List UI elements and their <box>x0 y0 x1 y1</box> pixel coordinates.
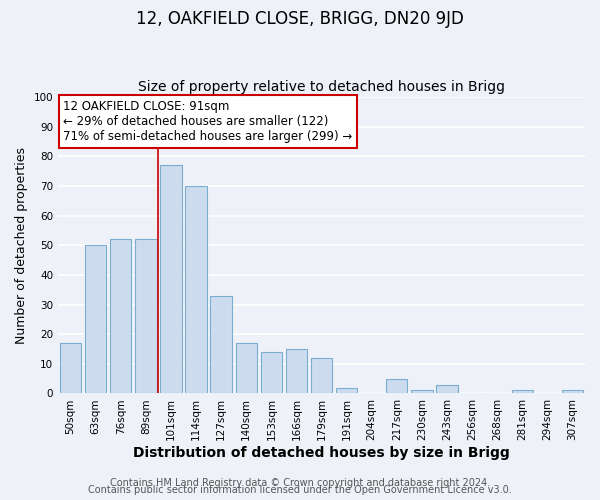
Bar <box>436 384 458 394</box>
Bar <box>160 165 182 394</box>
Bar <box>311 358 332 394</box>
Bar <box>85 246 106 394</box>
Text: 12, OAKFIELD CLOSE, BRIGG, DN20 9JD: 12, OAKFIELD CLOSE, BRIGG, DN20 9JD <box>136 10 464 28</box>
Text: Contains HM Land Registry data © Crown copyright and database right 2024.: Contains HM Land Registry data © Crown c… <box>110 478 490 488</box>
Bar <box>411 390 433 394</box>
Bar <box>336 388 357 394</box>
Bar <box>386 378 407 394</box>
Bar <box>185 186 207 394</box>
Bar <box>512 390 533 394</box>
Bar <box>260 352 282 394</box>
Bar <box>562 390 583 394</box>
Y-axis label: Number of detached properties: Number of detached properties <box>15 147 28 344</box>
Bar <box>60 343 81 394</box>
Bar <box>236 343 257 394</box>
Bar <box>110 240 131 394</box>
Bar <box>135 240 157 394</box>
Title: Size of property relative to detached houses in Brigg: Size of property relative to detached ho… <box>138 80 505 94</box>
Text: 12 OAKFIELD CLOSE: 91sqm
← 29% of detached houses are smaller (122)
71% of semi-: 12 OAKFIELD CLOSE: 91sqm ← 29% of detach… <box>64 100 353 143</box>
X-axis label: Distribution of detached houses by size in Brigg: Distribution of detached houses by size … <box>133 446 510 460</box>
Bar <box>211 296 232 394</box>
Bar <box>286 349 307 394</box>
Text: Contains public sector information licensed under the Open Government Licence v3: Contains public sector information licen… <box>88 485 512 495</box>
